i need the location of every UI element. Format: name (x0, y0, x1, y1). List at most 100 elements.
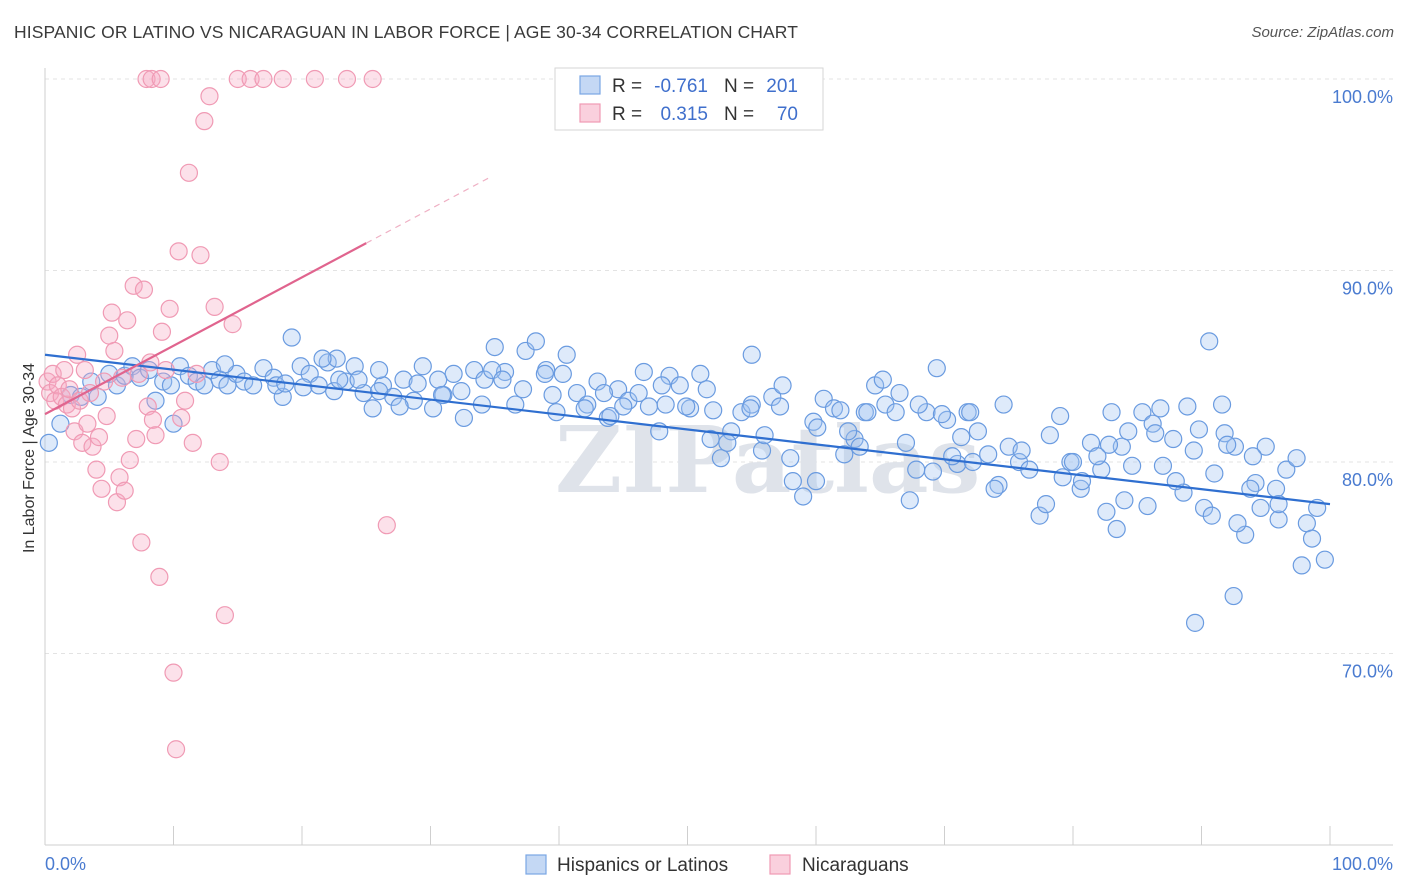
nicaraguan-point (138, 397, 157, 416)
bottom-swatch-hispanic (525, 854, 547, 875)
y-tick-label: 70.0% (1342, 662, 1393, 682)
hispanic-point (370, 382, 389, 401)
hispanic-point (1153, 456, 1173, 475)
hispanic-point (1277, 460, 1296, 479)
hispanic-point (741, 399, 760, 418)
x-tick-label: 100.0% (1332, 854, 1393, 874)
hispanic-point (1030, 506, 1049, 525)
legend-r-label-hispanic: R = (612, 76, 642, 97)
chart-title: HISPANIC OR LATINO VS NICARAGUAN IN LABO… (14, 22, 799, 42)
hispanic-point (876, 395, 895, 414)
hispanic-point (629, 383, 648, 403)
hispanic-point (619, 391, 638, 410)
nicaraguan-point (92, 479, 111, 498)
hispanic-point (553, 364, 572, 384)
nicaraguan-point (210, 452, 229, 472)
hispanic-point (704, 401, 723, 420)
nicaraguan-point (363, 69, 382, 89)
hispanic-point (1099, 435, 1119, 454)
nicaraguan-point (78, 414, 97, 433)
hispanic-point (890, 383, 909, 403)
hispanic-point (598, 408, 617, 428)
nicaraguan-point (215, 606, 234, 625)
nicaraguan-point (223, 315, 242, 334)
hispanic-point (609, 380, 628, 399)
legend-swatch-nicaraguan (579, 103, 601, 123)
hispanic-point (588, 372, 607, 391)
nicaraguan-point (97, 406, 116, 426)
hispanic-point (783, 472, 802, 491)
hispanic-point (670, 376, 689, 395)
hispanic-point (1228, 514, 1247, 533)
hispanic-point (937, 410, 957, 429)
nicaraguan-point (273, 69, 292, 89)
legend: R = -0.761 N = 201 R = 0.315 N = 70 (554, 67, 824, 131)
hispanic-point (961, 403, 980, 422)
hispanic-point (1164, 429, 1183, 449)
hispanic-point (781, 449, 800, 468)
hispanic-point (452, 382, 471, 401)
nicaraguan-trend-extension (365, 177, 489, 244)
hispanic-point (1224, 586, 1243, 606)
hispanic-point (900, 491, 919, 510)
hispanic-point (575, 399, 594, 418)
hispanic-point (732, 403, 751, 422)
nicaraguan-point (83, 437, 102, 456)
hispanic-point (835, 445, 854, 464)
hispanic-point (390, 397, 409, 416)
hispanic-point (886, 403, 905, 422)
hispanic-point (1256, 437, 1275, 456)
hispanic-point (808, 418, 827, 437)
hispanic-point (493, 370, 512, 389)
hispanic-point (979, 445, 998, 464)
hispanic-point (1138, 496, 1157, 516)
nicaraguan-point (110, 468, 129, 487)
grid-lines (45, 78, 1393, 654)
hispanic-point (526, 332, 545, 351)
hispanic-point (1178, 397, 1197, 416)
hispanic-point (773, 376, 792, 395)
hispanic-point (161, 376, 181, 395)
hispanic-point (513, 380, 533, 399)
hispanic-point (1133, 403, 1152, 422)
bottom-legend: Hispanics or Latinos Nicaraguans (525, 854, 909, 876)
y-tick-label: 100.0% (1332, 87, 1393, 107)
bottom-legend-hispanic: Hispanics or Latinos (557, 855, 728, 876)
legend-n-value-nicaraguan: 70 (777, 104, 798, 125)
nicaraguan-point (73, 433, 92, 452)
hispanic-point (1115, 491, 1134, 510)
nicaraguan-point (102, 303, 121, 322)
hispanic-point (1215, 424, 1234, 443)
nicaraguan-point (115, 481, 134, 500)
nicaraguan-point (164, 663, 183, 682)
hispanic-point (313, 349, 332, 368)
hispanic-point (1266, 479, 1286, 498)
hispanic-point (896, 433, 916, 452)
legend-r-value-nicaraguan: 0.315 (660, 104, 708, 125)
hispanic-point (1269, 510, 1288, 529)
nicaraguan-trend-line (44, 242, 367, 416)
hispanic-point (858, 403, 877, 422)
hispanic-point (614, 397, 633, 416)
nicaraguan-point (105, 341, 124, 361)
hispanic-point (763, 387, 782, 406)
nicaraguan-point (100, 326, 119, 345)
hispanic-point (923, 462, 943, 481)
hispanic-point (917, 403, 936, 422)
nicaraguan-point (169, 242, 188, 261)
hispanic-point (639, 397, 659, 416)
hispanic-point (1194, 498, 1214, 518)
nicaraguan-point (200, 87, 219, 106)
nicaraguan-point (132, 533, 151, 552)
hispanic-point (282, 328, 301, 347)
bottom-swatch-nicaraguan (769, 854, 791, 875)
nicaraguan-point (118, 311, 137, 330)
hispanic-point (873, 370, 892, 389)
legend-r-value-hispanic: -0.761 (654, 76, 708, 97)
hispanic-point (444, 364, 463, 384)
axes (44, 68, 1393, 846)
hispanic-points (39, 328, 1334, 632)
hispanic-point (677, 397, 696, 416)
hispanic-point (327, 349, 346, 368)
nicaraguan-point (75, 360, 94, 380)
